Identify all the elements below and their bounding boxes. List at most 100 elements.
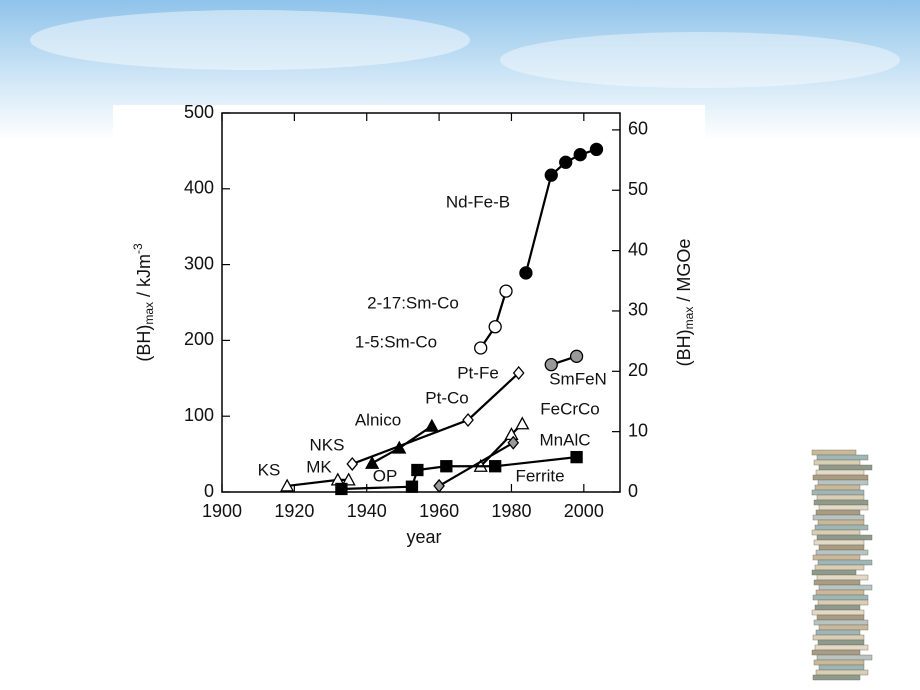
- book: [814, 484, 861, 491]
- series-line: [341, 456, 577, 491]
- book: [818, 544, 865, 551]
- marker: [440, 460, 453, 473]
- y2-axis-label: (BH)max / MGOe: [674, 239, 696, 367]
- series-line: [438, 441, 514, 487]
- y2-tick-label: 0: [628, 481, 638, 501]
- marker: [512, 365, 525, 381]
- marker: [392, 440, 407, 454]
- cloud: [500, 32, 900, 88]
- book: [812, 674, 861, 681]
- chart-background: [113, 105, 705, 545]
- book: [816, 534, 873, 541]
- book: [818, 464, 873, 471]
- marker: [589, 142, 604, 157]
- book: [813, 499, 869, 506]
- book: [815, 509, 861, 516]
- x-tick-label: 1940: [347, 501, 387, 521]
- book: [817, 639, 865, 646]
- book: [811, 569, 857, 576]
- y-tick-label: 100: [184, 405, 214, 425]
- book: [812, 594, 869, 601]
- x-tick-label: 1920: [274, 501, 314, 521]
- marker: [544, 358, 558, 372]
- book: [817, 519, 865, 526]
- book: [817, 599, 869, 606]
- annotation: NKS: [310, 435, 345, 454]
- book: [814, 604, 861, 611]
- y-tick-label: 200: [184, 329, 214, 349]
- marker: [474, 341, 488, 355]
- marker: [559, 155, 573, 169]
- annotation: 2-17:Sm-Co: [367, 293, 459, 312]
- book: [816, 494, 865, 501]
- y-tick-label: 500: [184, 102, 214, 122]
- book: [816, 454, 869, 461]
- book: [815, 469, 865, 476]
- book: [815, 589, 865, 596]
- book: [813, 659, 865, 666]
- marker: [499, 284, 513, 298]
- x-tick-label: 1980: [491, 501, 531, 521]
- book: [813, 539, 865, 546]
- y-axis-label-part: max: [142, 302, 156, 325]
- book: [815, 629, 861, 636]
- book: [818, 664, 865, 671]
- book: [818, 584, 873, 591]
- annotation: MK: [306, 457, 332, 476]
- marker: [462, 412, 474, 428]
- marker: [569, 349, 584, 363]
- book: [818, 624, 869, 631]
- book: [818, 504, 869, 511]
- book: [815, 549, 869, 556]
- x-axis-label: year: [406, 527, 441, 547]
- plot-frame: [221, 112, 621, 493]
- y2-tick-label: 60: [628, 119, 648, 139]
- x-tick-label: 1960: [419, 501, 459, 521]
- chart: 1900 1920 1940 1960 1980 20000100200300400500…: [131, 102, 696, 547]
- y-tick-label: 0: [204, 481, 214, 501]
- book: [816, 654, 873, 661]
- book: [812, 554, 861, 561]
- marker: [507, 435, 520, 450]
- marker: [573, 148, 587, 162]
- book: [811, 649, 861, 656]
- book: [813, 579, 861, 586]
- y2-tick-label: 40: [628, 239, 648, 259]
- book: [814, 564, 865, 571]
- annotation: 1-5:Sm-Co: [355, 332, 437, 351]
- book: [812, 634, 865, 641]
- book: [812, 514, 865, 521]
- marker: [489, 460, 502, 473]
- y2-axis-label-part: / MGOe: [674, 239, 694, 307]
- x-tick-label: 1900: [202, 501, 242, 521]
- book: [817, 479, 869, 486]
- book: [816, 574, 869, 581]
- marker: [405, 480, 419, 493]
- y2-axis-label-part: (BH): [674, 329, 694, 366]
- book: [816, 614, 865, 621]
- annotation: SmFeN: [549, 369, 607, 388]
- marker: [280, 478, 295, 492]
- marker: [365, 455, 380, 469]
- marker: [346, 456, 359, 471]
- marker: [544, 168, 558, 182]
- book: [813, 619, 869, 626]
- annotation: Nd-Fe-B: [446, 192, 510, 211]
- book: [812, 474, 869, 481]
- annotation: MnAlC: [539, 430, 590, 449]
- y2-tick-label: 10: [628, 420, 648, 440]
- annotation: FeCrCo: [540, 399, 600, 418]
- marker: [488, 320, 502, 334]
- book: [813, 459, 861, 466]
- y2-tick-label: 20: [628, 360, 648, 380]
- y-axis-label-part: -3: [131, 243, 145, 254]
- y-tick-label: 400: [184, 178, 214, 198]
- y-axis-label-part: / kJm: [134, 254, 154, 302]
- annotation: Alnico: [355, 410, 401, 429]
- book: [814, 524, 869, 531]
- annotation: KS: [258, 460, 281, 479]
- y-tick-label: 300: [184, 253, 214, 273]
- book: [811, 609, 865, 616]
- marker: [411, 463, 424, 477]
